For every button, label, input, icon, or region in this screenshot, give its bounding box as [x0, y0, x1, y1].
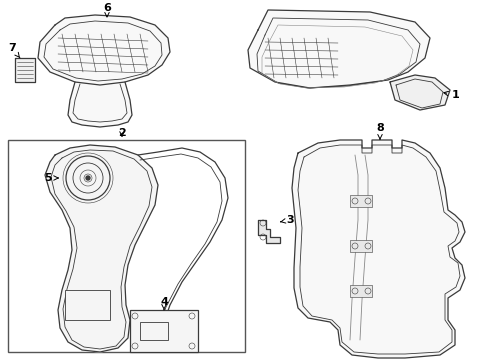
- Polygon shape: [292, 140, 465, 358]
- Polygon shape: [258, 220, 280, 243]
- Polygon shape: [15, 58, 35, 82]
- Text: 8: 8: [376, 123, 384, 139]
- Bar: [140, 322, 168, 340]
- Polygon shape: [390, 75, 450, 110]
- Bar: [350, 285, 372, 297]
- Bar: [65, 290, 110, 320]
- Text: 5: 5: [44, 173, 58, 183]
- Text: 2: 2: [118, 128, 126, 138]
- Text: 7: 7: [8, 43, 20, 58]
- Text: 6: 6: [103, 3, 111, 17]
- Bar: [8, 140, 245, 352]
- Bar: [130, 310, 198, 352]
- Polygon shape: [38, 15, 170, 85]
- Bar: [350, 240, 372, 252]
- Circle shape: [86, 176, 90, 180]
- Polygon shape: [68, 82, 132, 127]
- Text: 4: 4: [160, 297, 168, 310]
- Polygon shape: [248, 10, 430, 88]
- Text: 3: 3: [281, 215, 294, 225]
- Bar: [350, 195, 372, 207]
- Text: 1: 1: [444, 90, 460, 100]
- Polygon shape: [45, 145, 158, 352]
